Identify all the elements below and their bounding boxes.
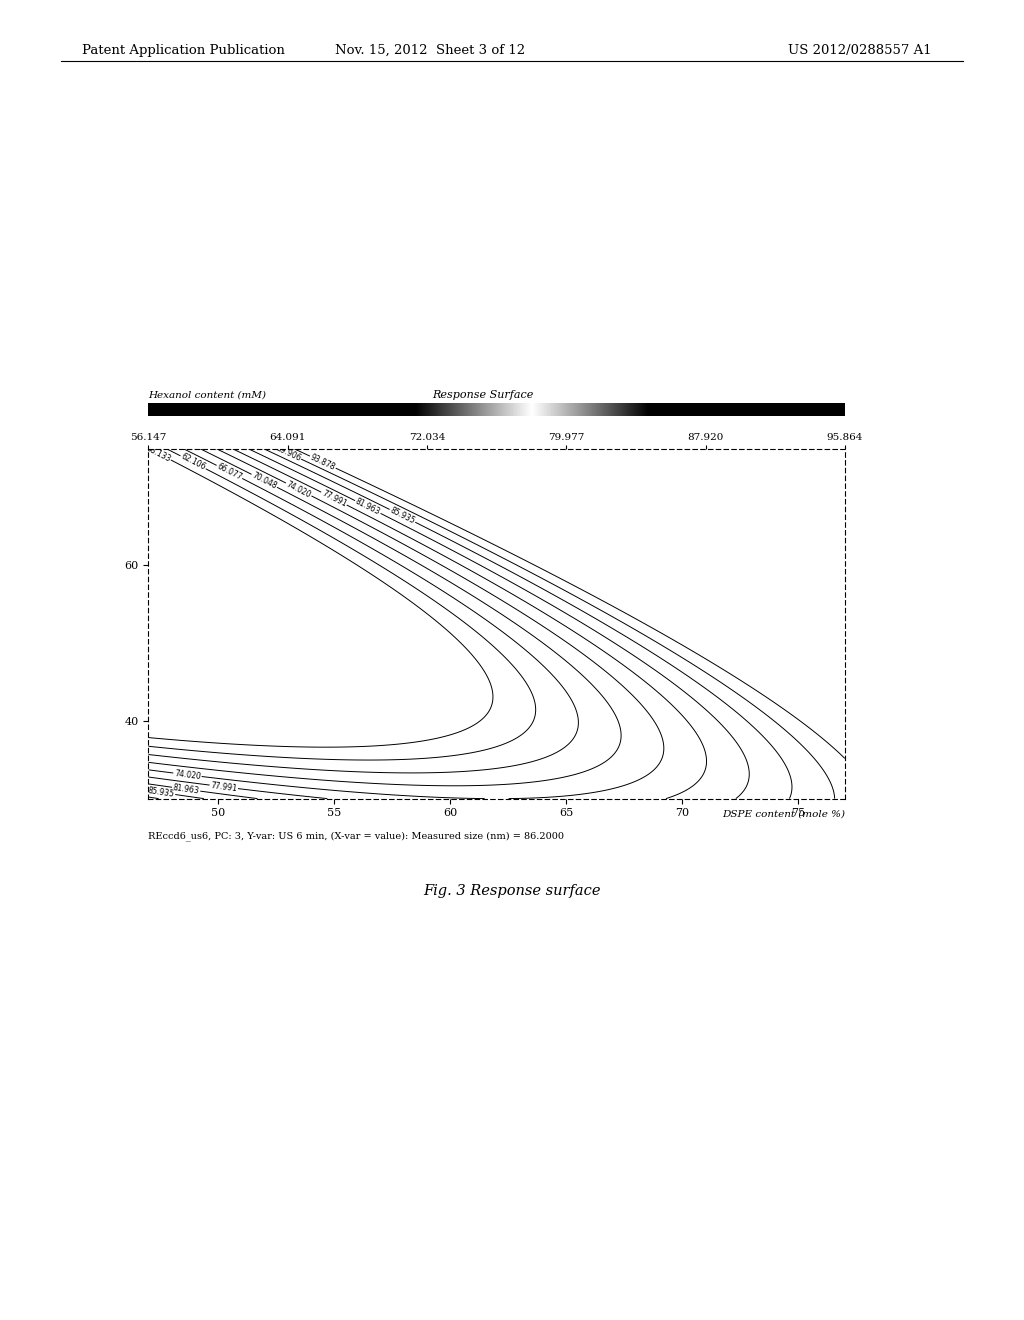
Text: 81.963: 81.963	[172, 783, 200, 796]
Text: 70.048: 70.048	[251, 471, 279, 491]
Text: 81.963: 81.963	[354, 498, 382, 517]
Text: Hexanol content (mM): Hexanol content (mM)	[148, 391, 266, 400]
Text: 89.906: 89.906	[274, 444, 302, 463]
Text: 66.077: 66.077	[215, 462, 244, 482]
Text: 58.133: 58.133	[144, 444, 172, 463]
Text: 77.991: 77.991	[321, 488, 348, 508]
Text: 62.106: 62.106	[179, 453, 207, 473]
Text: 85.935: 85.935	[388, 506, 417, 525]
Text: 93.878: 93.878	[309, 453, 337, 471]
Text: 74.020: 74.020	[174, 768, 201, 781]
Text: Fig. 3 Response surface: Fig. 3 Response surface	[423, 884, 601, 899]
Text: REccd6_us6, PC: 3, Y-var: US 6 min, (X-var = value): Measured size (nm) = 86.200: REccd6_us6, PC: 3, Y-var: US 6 min, (X-v…	[148, 832, 564, 841]
Text: 74.020: 74.020	[285, 479, 312, 499]
Text: Response Surface: Response Surface	[432, 389, 534, 400]
Text: DSPE content (mole %): DSPE content (mole %)	[722, 809, 845, 818]
Text: Patent Application Publication: Patent Application Publication	[82, 44, 285, 57]
Text: US 2012/0288557 A1: US 2012/0288557 A1	[788, 44, 932, 57]
Text: Nov. 15, 2012  Sheet 3 of 12: Nov. 15, 2012 Sheet 3 of 12	[335, 44, 525, 57]
Text: 77.991: 77.991	[210, 780, 238, 793]
Text: 85.935: 85.935	[147, 787, 175, 799]
